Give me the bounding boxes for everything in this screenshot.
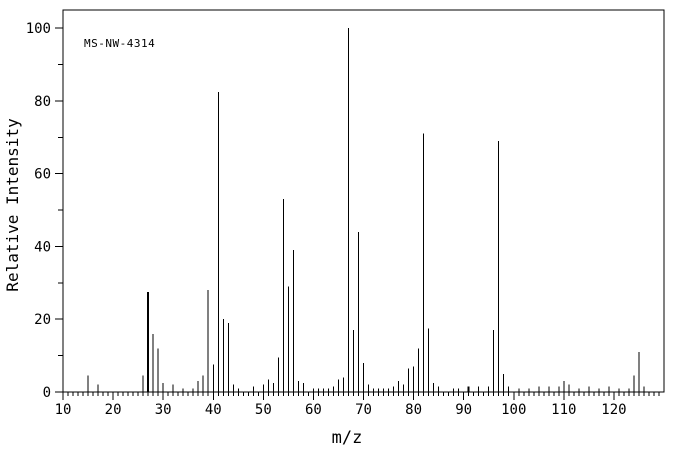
y-axis-tick-labels: 0 20 40 60 80 100 — [26, 21, 51, 401]
y-axis-ticks — [55, 27, 63, 393]
spectrum-id-annotation: MS-NW-4314 — [84, 37, 155, 50]
x-tick-label: 50 — [255, 402, 272, 418]
x-tick-label: 20 — [105, 402, 122, 418]
x-tick-label: 120 — [601, 402, 626, 418]
x-tick-label: 80 — [405, 402, 422, 418]
x-axis-title: m/z — [332, 428, 363, 448]
x-tick-label: 70 — [355, 402, 372, 418]
y-tick-label: 0 — [43, 385, 51, 401]
x-tick-label: 90 — [455, 402, 472, 418]
y-tick-label: 60 — [34, 167, 51, 183]
y-tick-label: 40 — [34, 239, 51, 255]
x-tick-label: 60 — [305, 402, 322, 418]
x-tick-label: 30 — [155, 402, 172, 418]
y-tick-label: 100 — [26, 21, 51, 37]
y-tick-label: 20 — [34, 312, 51, 328]
y-tick-label: 80 — [34, 94, 51, 110]
y-axis-title: Relative Intensity — [3, 118, 22, 292]
x-tick-label: 100 — [501, 402, 526, 418]
x-tick-label: 110 — [551, 402, 576, 418]
x-axis-tick-labels: 10 20 30 40 50 60 70 80 90 100 110 120 — [55, 402, 627, 418]
x-tick-label: 10 — [55, 402, 72, 418]
x-tick-label: 40 — [205, 402, 222, 418]
x-axis-ticks — [62, 392, 660, 400]
spectrum-peaks — [87, 28, 645, 392]
